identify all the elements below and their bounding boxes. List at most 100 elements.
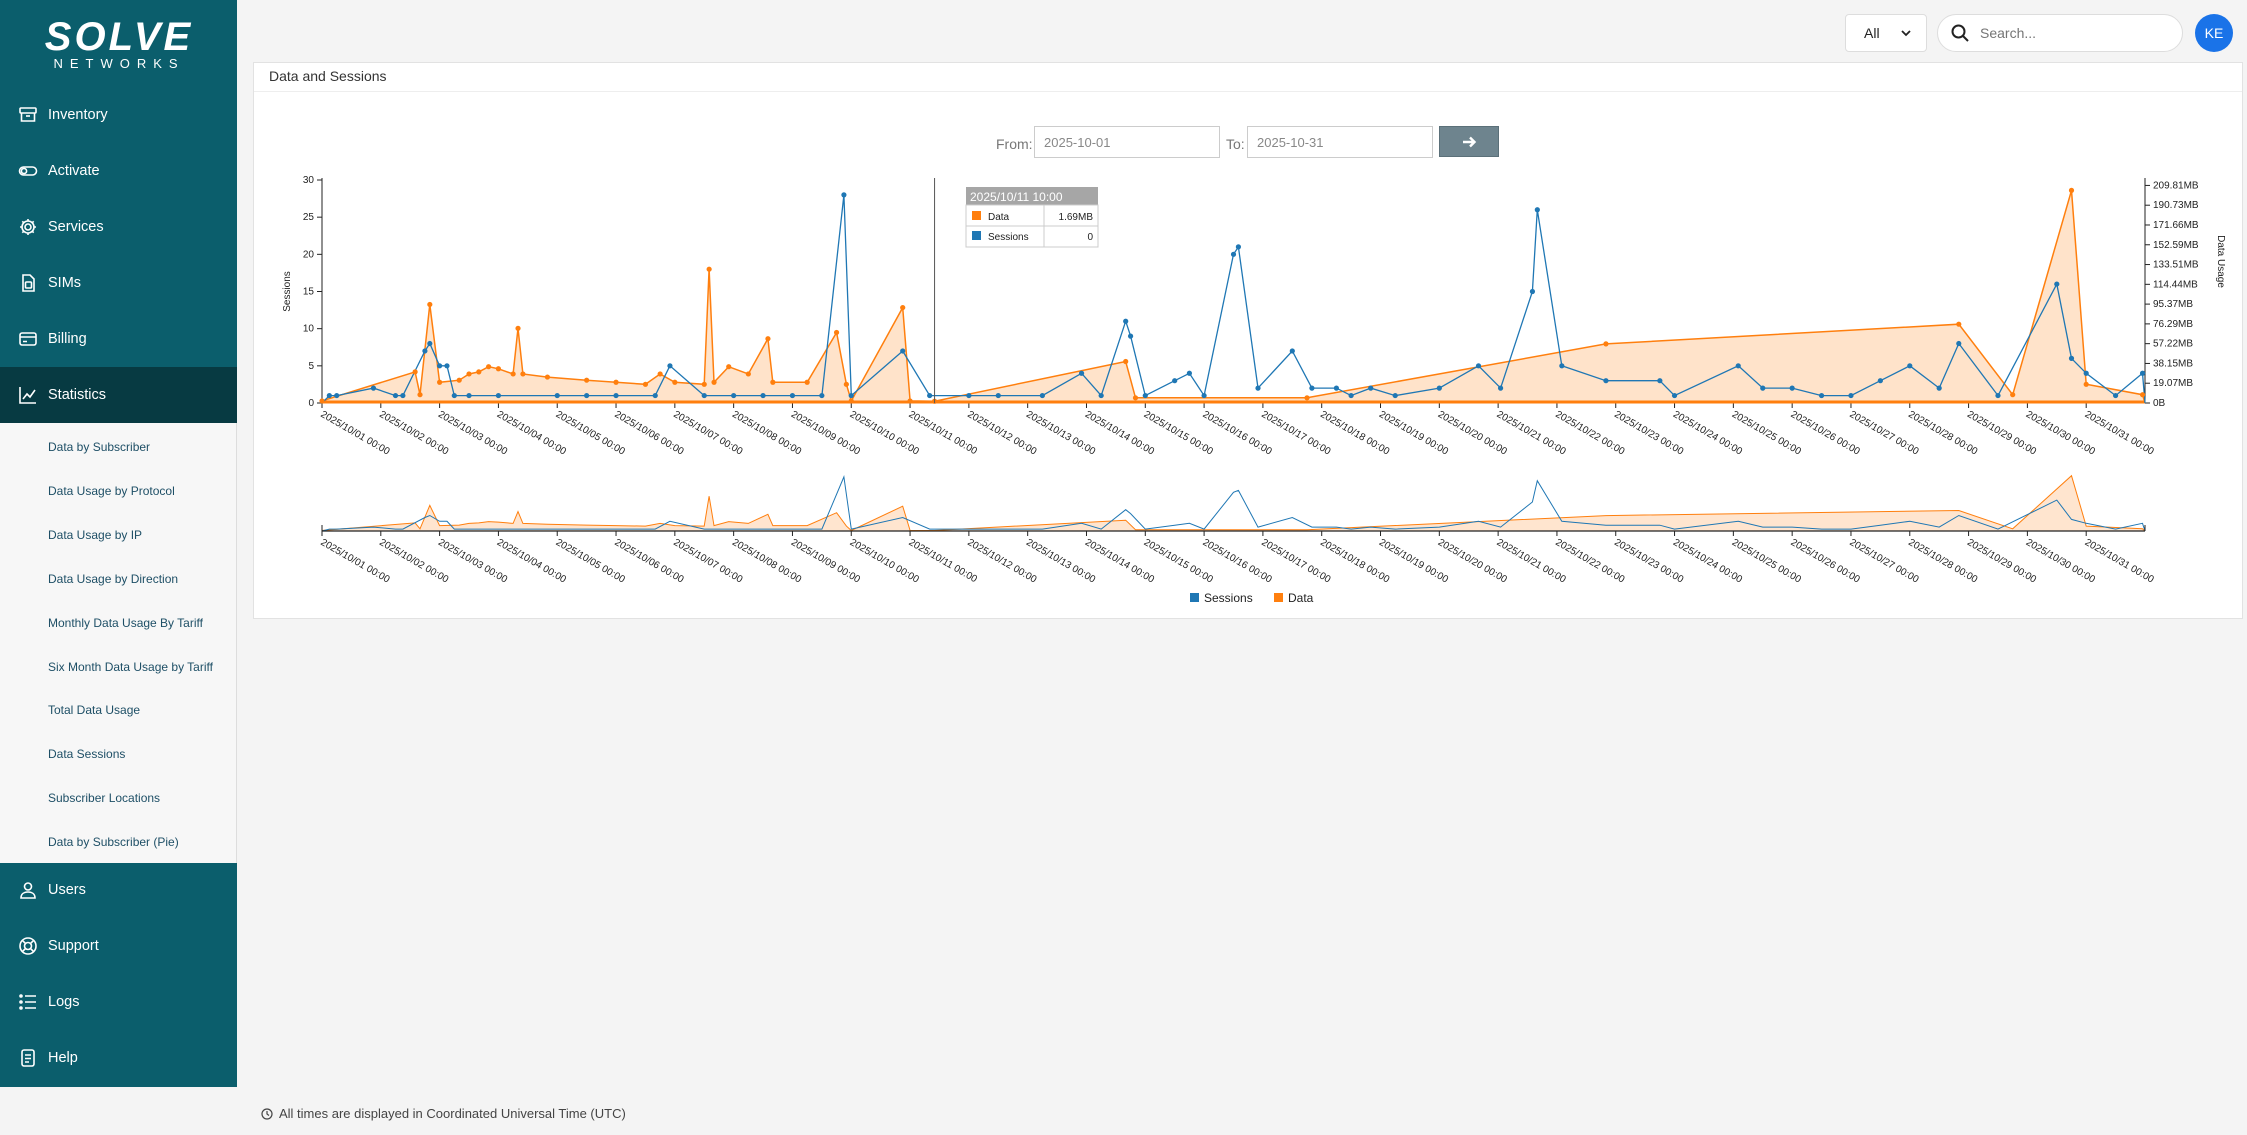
submenu-item[interactable]: Data Usage by Protocol xyxy=(48,484,175,498)
chart-tooltip: 2025/10/11 10:00 Data 1.69MB Sessions 0 xyxy=(965,187,1099,248)
sessions-point xyxy=(1127,333,1134,339)
sidebar-item-activate[interactable]: Activate xyxy=(0,143,237,199)
sessions-point xyxy=(1789,385,1795,391)
chevron-down-icon xyxy=(1901,30,1911,37)
from-label: From: xyxy=(996,136,1033,152)
data-point xyxy=(706,266,712,272)
sessions-point xyxy=(1848,392,1854,399)
sidebar-item-users[interactable]: Users xyxy=(0,862,237,918)
data-point xyxy=(613,379,619,385)
sidebar-item-services[interactable]: Services xyxy=(0,199,237,255)
data-point xyxy=(833,329,840,336)
data-point xyxy=(900,304,906,311)
submenu-item[interactable]: Data Sessions xyxy=(48,747,126,761)
sessions-point xyxy=(1956,340,1962,347)
data-point xyxy=(510,371,516,377)
tooltip-data-swatch xyxy=(972,211,981,220)
sessions-point xyxy=(2083,370,2089,376)
sidebar-item-statistics[interactable]: Statistics xyxy=(0,367,237,423)
sessions-point xyxy=(1529,288,1536,295)
nav-data-area xyxy=(322,475,2145,531)
data-point xyxy=(437,379,443,385)
data-point xyxy=(412,369,418,375)
list-icon xyxy=(18,992,38,1012)
data-point xyxy=(2068,187,2075,193)
y-tick-label: 0 xyxy=(308,398,314,409)
legend-swatch-data xyxy=(1274,593,1283,602)
sidebar-item-logs[interactable]: Logs xyxy=(0,974,237,1030)
scope-filter-select[interactable]: All xyxy=(1845,14,1927,52)
data-point xyxy=(319,398,325,404)
sessions-point xyxy=(2139,370,2146,376)
sessions-point xyxy=(1392,392,1398,399)
to-date-input[interactable] xyxy=(1247,126,1433,158)
sidebar-item-help[interactable]: Help xyxy=(0,1030,237,1086)
sessions-point xyxy=(789,392,796,399)
user-avatar[interactable]: KE xyxy=(2195,14,2233,52)
clock-icon xyxy=(261,1107,273,1120)
sessions-point xyxy=(326,392,332,399)
sessions-point xyxy=(731,392,737,399)
data-point xyxy=(1132,395,1139,401)
nav-data-line xyxy=(321,474,2146,532)
user-icon xyxy=(18,880,38,900)
sessions-point xyxy=(1230,251,1237,257)
sessions-point xyxy=(422,348,428,354)
sessions-point xyxy=(1603,378,1609,384)
search-input[interactable] xyxy=(1980,25,2170,41)
data-sessions-chart[interactable]: 0 5 10 15 20 25 30 0B 19.07MB 38.15MB 57.22MB 76.29… xyxy=(254,63,2244,620)
y-tick-label: 30 xyxy=(303,175,315,186)
sessions-point xyxy=(1039,392,1045,399)
submenu-item[interactable]: Data Usage by Direction xyxy=(48,572,179,586)
submenu-item[interactable]: Data Usage by IP xyxy=(48,528,143,542)
sidebar-item-label: SIMs xyxy=(48,275,82,291)
y2-tick-label: 171.66MB xyxy=(2153,220,2199,231)
y2-tick-label: 133.51MB xyxy=(2153,260,2199,271)
data-point xyxy=(476,369,482,375)
solve-networks-logo[interactable]: SOLVE NETWORKS xyxy=(16,14,222,70)
submenu-item[interactable]: Subscriber Locations xyxy=(48,791,161,805)
submenu-item[interactable]: Data by Subscriber xyxy=(48,440,151,454)
chart-legend[interactable]: Sessions Data xyxy=(1190,591,1314,605)
data-point xyxy=(726,364,732,370)
sessions-point xyxy=(1235,244,1242,250)
from-date-input[interactable] xyxy=(1034,126,1220,158)
sidebar-item-support[interactable]: Support xyxy=(0,918,237,974)
sessions-point xyxy=(900,348,906,354)
submenu-item[interactable]: Six Month Data Usage by Tariff xyxy=(48,660,213,674)
data-point xyxy=(2083,381,2089,387)
submenu-item[interactable]: Data by Subscriber (Pie) xyxy=(48,835,179,849)
data-point xyxy=(1304,395,1310,401)
sessions-point xyxy=(427,340,433,347)
sidebar-item-sims[interactable]: SIMs xyxy=(0,255,237,311)
search-box[interactable] xyxy=(1937,14,2183,52)
timezone-note: All times are displayed in Coordinated U… xyxy=(261,1106,626,1121)
main-plot: 0 5 10 15 20 25 30 0B 19.07MB 38.15MB 57.22MB 76.29… xyxy=(282,175,2226,458)
data-point xyxy=(1123,358,1129,365)
sessions-point xyxy=(1534,207,1540,213)
y2-tick-label: 209.81MB xyxy=(2153,180,2199,191)
legend-label-sessions: Sessions xyxy=(1204,591,1253,605)
sessions-point xyxy=(995,392,1001,399)
sidebar-item-billing[interactable]: Billing xyxy=(0,311,237,367)
sessions-point xyxy=(1936,385,1942,391)
sessions-point xyxy=(554,392,560,399)
sidebar-item-label: Activate xyxy=(48,163,100,179)
sessions-point xyxy=(1735,363,1741,369)
sidebar-item-label: Support xyxy=(48,938,99,954)
data-area xyxy=(322,190,2145,403)
sidebar-item-label: Help xyxy=(48,1050,78,1066)
data-point xyxy=(770,379,776,385)
apply-date-range-button[interactable] xyxy=(1439,126,1499,157)
submenu-item[interactable]: Total Data Usage xyxy=(48,703,141,717)
sessions-point xyxy=(1559,363,1565,369)
data-point xyxy=(642,381,649,387)
submenu-item[interactable]: Monthly Data Usage By Tariff xyxy=(48,616,203,630)
sim-icon xyxy=(18,273,38,293)
data-point xyxy=(584,377,590,383)
sidebar-item-inventory[interactable]: Inventory xyxy=(0,87,237,143)
sessions-point xyxy=(1877,378,1883,384)
sessions-point xyxy=(400,392,406,399)
tooltip-sessions-value: 0 xyxy=(1087,232,1093,243)
